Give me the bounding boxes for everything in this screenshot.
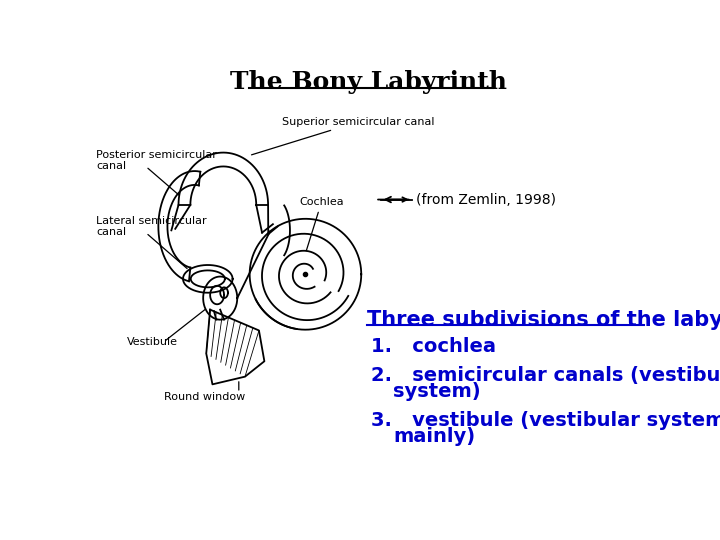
- Text: 1.   cochlea: 1. cochlea: [372, 336, 496, 356]
- Text: Superior semicircular canal: Superior semicircular canal: [251, 117, 435, 155]
- Text: Vestibule: Vestibule: [127, 337, 179, 347]
- Text: system): system): [393, 382, 481, 401]
- Text: Lateral semicircular
canal: Lateral semicircular canal: [96, 215, 207, 237]
- Text: The Bony Labyrinth: The Bony Labyrinth: [230, 70, 508, 94]
- Text: Posterior semicircular
canal: Posterior semicircular canal: [96, 150, 217, 171]
- Text: (from Zemlin, 1998): (from Zemlin, 1998): [415, 193, 556, 206]
- Text: Round window: Round window: [164, 393, 246, 402]
- Text: 2.   semicircular canals (vestibular: 2. semicircular canals (vestibular: [372, 366, 720, 385]
- Text: mainly): mainly): [393, 428, 475, 447]
- Text: 3.   vestibule (vestibular system,: 3. vestibule (vestibular system,: [372, 411, 720, 430]
- Text: Cochlea: Cochlea: [300, 197, 344, 251]
- Text: Three subdivisions of the labyrinth: Three subdivisions of the labyrinth: [367, 309, 720, 329]
